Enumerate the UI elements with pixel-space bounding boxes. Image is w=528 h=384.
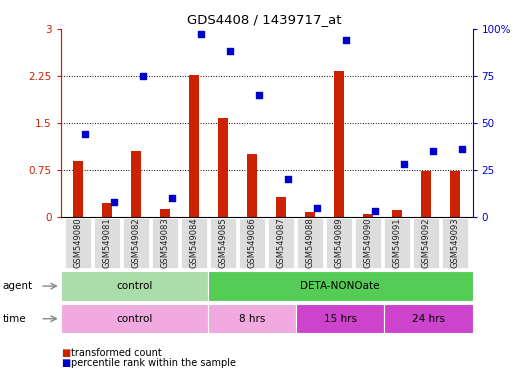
FancyBboxPatch shape bbox=[94, 218, 120, 268]
Point bbox=[138, 73, 147, 79]
Text: GSM549093: GSM549093 bbox=[451, 218, 460, 268]
Text: GSM549090: GSM549090 bbox=[364, 218, 373, 268]
FancyBboxPatch shape bbox=[355, 218, 381, 268]
Bar bbox=[334, 71, 344, 217]
FancyBboxPatch shape bbox=[181, 218, 207, 268]
Text: percentile rank within the sample: percentile rank within the sample bbox=[71, 358, 237, 368]
Text: GSM549080: GSM549080 bbox=[73, 218, 82, 268]
Text: GSM549092: GSM549092 bbox=[422, 218, 431, 268]
Point bbox=[80, 131, 89, 137]
Text: DETA-NONOate: DETA-NONOate bbox=[300, 281, 380, 291]
Text: GSM549081: GSM549081 bbox=[102, 218, 111, 268]
Text: 15 hrs: 15 hrs bbox=[324, 314, 357, 324]
Bar bbox=[102, 203, 112, 217]
FancyBboxPatch shape bbox=[268, 218, 294, 268]
FancyBboxPatch shape bbox=[413, 218, 439, 268]
Text: GSM549088: GSM549088 bbox=[306, 217, 315, 268]
Point bbox=[225, 48, 234, 55]
Text: GSM549087: GSM549087 bbox=[277, 217, 286, 268]
Text: GSM549085: GSM549085 bbox=[219, 218, 228, 268]
FancyBboxPatch shape bbox=[208, 271, 473, 301]
Text: GSM549083: GSM549083 bbox=[161, 217, 169, 268]
FancyBboxPatch shape bbox=[297, 218, 323, 268]
Bar bbox=[305, 212, 315, 217]
Text: transformed count: transformed count bbox=[71, 348, 162, 358]
Text: GSM549089: GSM549089 bbox=[335, 218, 344, 268]
Bar bbox=[131, 151, 141, 217]
FancyBboxPatch shape bbox=[152, 218, 178, 268]
Point bbox=[109, 199, 118, 205]
FancyBboxPatch shape bbox=[208, 304, 296, 333]
Text: agent: agent bbox=[3, 281, 33, 291]
Point bbox=[167, 195, 176, 201]
Bar bbox=[363, 214, 373, 217]
Text: GSM549086: GSM549086 bbox=[248, 217, 257, 268]
Point bbox=[457, 146, 466, 152]
Text: ■: ■ bbox=[61, 348, 70, 358]
Bar bbox=[160, 209, 170, 217]
Text: 8 hrs: 8 hrs bbox=[239, 314, 265, 324]
Point bbox=[341, 37, 350, 43]
Point bbox=[428, 148, 437, 154]
Point bbox=[196, 31, 205, 38]
Text: GSM549091: GSM549091 bbox=[393, 218, 402, 268]
Bar bbox=[189, 74, 199, 217]
Point bbox=[254, 91, 263, 98]
FancyBboxPatch shape bbox=[65, 218, 91, 268]
Text: GSM549084: GSM549084 bbox=[190, 218, 199, 268]
FancyBboxPatch shape bbox=[384, 218, 410, 268]
Bar bbox=[421, 171, 431, 217]
FancyBboxPatch shape bbox=[326, 218, 352, 268]
Point bbox=[370, 208, 379, 214]
Text: GSM549082: GSM549082 bbox=[131, 218, 140, 268]
Bar bbox=[218, 118, 228, 217]
FancyBboxPatch shape bbox=[442, 218, 468, 268]
Text: ■: ■ bbox=[61, 358, 70, 368]
FancyBboxPatch shape bbox=[210, 218, 236, 268]
FancyBboxPatch shape bbox=[61, 304, 208, 333]
Text: control: control bbox=[116, 281, 153, 291]
Text: time: time bbox=[3, 314, 26, 324]
Point bbox=[312, 205, 320, 211]
Bar bbox=[73, 161, 83, 217]
Text: GDS4408 / 1439717_at: GDS4408 / 1439717_at bbox=[187, 13, 341, 26]
FancyBboxPatch shape bbox=[384, 304, 473, 333]
FancyBboxPatch shape bbox=[296, 304, 384, 333]
FancyBboxPatch shape bbox=[123, 218, 149, 268]
Bar bbox=[450, 171, 460, 217]
FancyBboxPatch shape bbox=[239, 218, 265, 268]
Bar bbox=[276, 197, 286, 217]
Text: 24 hrs: 24 hrs bbox=[412, 314, 445, 324]
Bar bbox=[247, 154, 257, 217]
FancyBboxPatch shape bbox=[61, 271, 208, 301]
Point bbox=[399, 161, 408, 167]
Text: control: control bbox=[116, 314, 153, 324]
Point bbox=[284, 176, 292, 182]
Bar bbox=[392, 210, 402, 217]
